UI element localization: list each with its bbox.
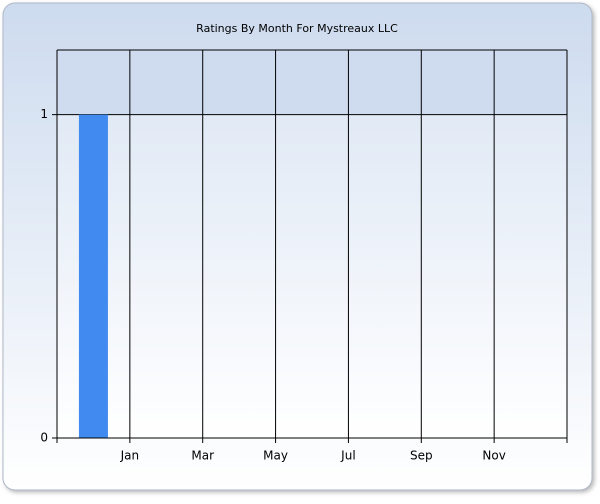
x-tick-label: Jul bbox=[340, 449, 355, 463]
x-tick-label: Sep bbox=[410, 449, 433, 463]
chart-title: Ratings By Month For Mystreaux LLC bbox=[196, 22, 398, 35]
bar bbox=[78, 114, 108, 439]
x-tick-label: May bbox=[263, 449, 288, 463]
x-tick-label: Mar bbox=[191, 449, 214, 463]
x-tick-label: Nov bbox=[482, 449, 505, 463]
x-tick-label: Jan bbox=[120, 449, 140, 463]
plot-band bbox=[57, 50, 567, 115]
y-tick-label: 0 bbox=[40, 431, 48, 445]
y-tick-label: 1 bbox=[40, 107, 48, 121]
plot-gradient bbox=[57, 114, 567, 439]
